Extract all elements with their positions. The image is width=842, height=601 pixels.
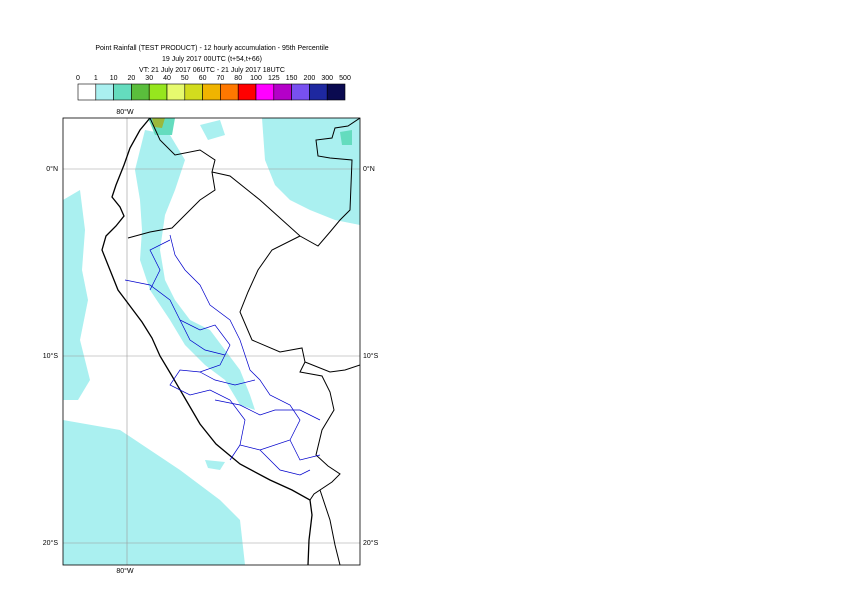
- title-block: Point Rainfall (TEST PRODUCT) - 12 hourl…: [95, 45, 328, 74]
- legend: 0 1 10 20 30 40 50 60 70 80 100 125 150 200 300 500: [76, 75, 351, 101]
- lat-label: 0°N: [46, 165, 58, 173]
- legend-swatch: [237, 83, 257, 101]
- legend-label: 1: [94, 75, 98, 82]
- lat-label: 0°N: [363, 165, 375, 173]
- legend-swatch: [220, 83, 239, 101]
- map: [63, 118, 360, 565]
- legend-label: 10: [110, 75, 118, 82]
- legend-swatch: [273, 83, 292, 101]
- rain-area: [152, 118, 165, 128]
- legend-label: 500: [339, 75, 351, 82]
- legend-label: 0: [76, 75, 80, 82]
- lon-label: 80°W: [116, 567, 134, 575]
- legend-label: 150: [286, 75, 298, 82]
- lat-label: 20°S: [363, 539, 379, 547]
- title-line: Point Rainfall (TEST PRODUCT) - 12 hourl…: [95, 45, 328, 52]
- title-line: 19 July 2017 00UTC (t+54,t+66): [162, 56, 262, 63]
- legend-label: 200: [304, 75, 316, 82]
- rain-area: [262, 118, 360, 225]
- legend-label: 60: [199, 75, 207, 82]
- legend-label: 125: [268, 75, 280, 82]
- rain-area: [340, 130, 352, 145]
- legend-swatch: [113, 83, 132, 101]
- legend-label: 100: [250, 75, 262, 82]
- legend-label: 300: [321, 75, 333, 82]
- legend-label: 80: [234, 75, 242, 82]
- rain-area: [63, 420, 245, 565]
- legend-swatch: [326, 83, 346, 101]
- legend-swatch: [148, 83, 168, 101]
- map-frame: [62, 117, 361, 566]
- lon-label: 80°W: [116, 108, 134, 116]
- legend-label: 40: [163, 75, 171, 82]
- legend-swatch: [309, 83, 328, 101]
- legend-swatch: [255, 83, 275, 101]
- country-border: [319, 489, 341, 565]
- region-border: [149, 239, 321, 476]
- legend-label: 70: [217, 75, 225, 82]
- legend-swatch: [184, 83, 203, 101]
- rain-area: [63, 190, 90, 400]
- rain-area: [135, 130, 255, 410]
- lat-label: 20°S: [43, 539, 59, 547]
- region-border: [124, 234, 301, 451]
- legend-swatch: [77, 83, 97, 101]
- country-border: [149, 118, 360, 247]
- legend-label: 50: [181, 75, 189, 82]
- country-border: [304, 361, 360, 373]
- rain-area: [205, 460, 225, 470]
- legend-label: 30: [145, 75, 153, 82]
- lat-label: 10°S: [363, 352, 379, 360]
- legend-swatch: [95, 83, 114, 101]
- coastline: [101, 118, 313, 565]
- legend-label: 20: [128, 75, 136, 82]
- rain-area: [200, 120, 225, 140]
- legend-swatch: [291, 83, 310, 101]
- title-line: VT: 21 July 2017 06UTC - 21 July 2017 18…: [139, 67, 285, 74]
- legend-swatch: [202, 83, 221, 101]
- country-border: [127, 171, 216, 239]
- country-border: [239, 235, 341, 501]
- legend-swatch: [166, 83, 186, 101]
- lat-label: 10°S: [43, 352, 59, 360]
- legend-swatch: [131, 83, 150, 101]
